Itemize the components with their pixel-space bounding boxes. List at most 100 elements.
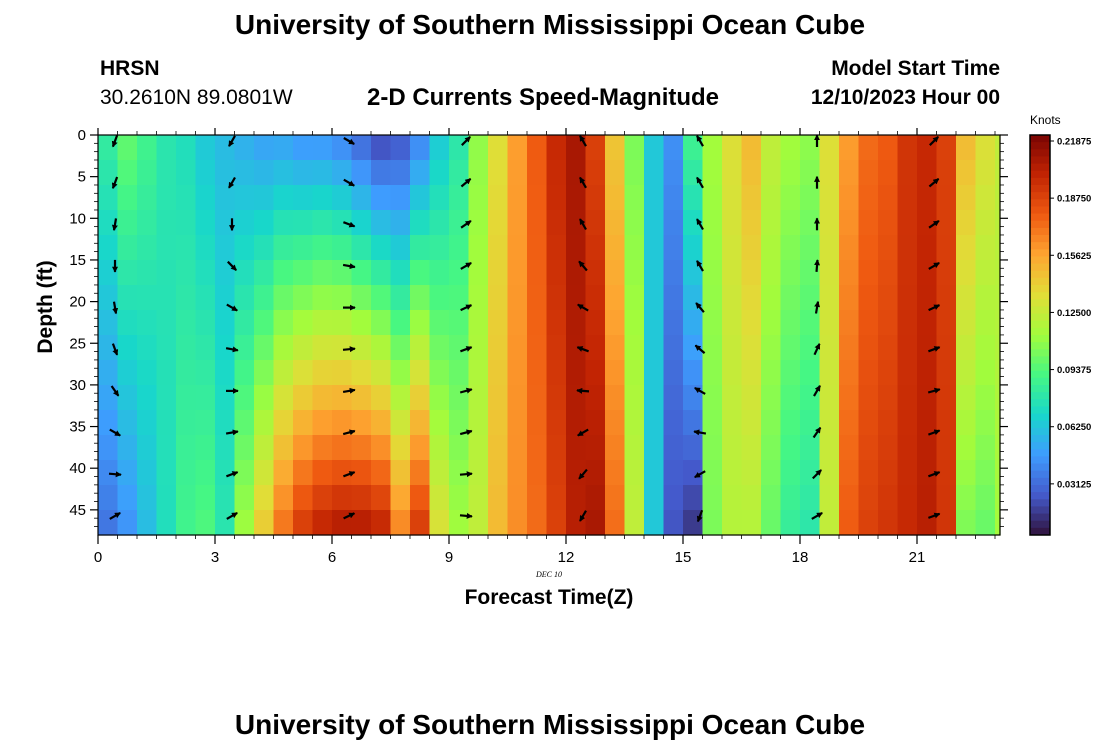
y-tick-label: 20 [69, 294, 86, 311]
colorbar-swatch [1030, 185, 1050, 193]
heat-cell [722, 185, 743, 211]
heat-cell [410, 160, 431, 186]
heat-cell [371, 185, 392, 211]
heat-cell [215, 485, 236, 511]
heat-cell [507, 410, 528, 436]
heat-cell [98, 285, 119, 311]
current-vector-arrow [814, 259, 821, 272]
heat-cell [585, 285, 606, 311]
heat-cell [956, 185, 977, 211]
heat-cell [683, 310, 704, 336]
heat-cell [507, 335, 528, 361]
current-vector-arrow [460, 177, 472, 188]
heat-cell [332, 185, 353, 211]
heat-cell [488, 435, 509, 461]
colorbar-tick-label: 0.21875 [1057, 137, 1092, 148]
heat-cell [98, 360, 119, 386]
heat-cell [585, 335, 606, 361]
heat-cell [936, 260, 957, 286]
heat-cell [176, 510, 197, 536]
current-vector-arrow [578, 468, 588, 480]
heat-cell [195, 460, 216, 486]
heat-cell [917, 460, 938, 486]
heat-cell [897, 185, 918, 211]
heat-cell [332, 410, 353, 436]
heat-cell [176, 160, 197, 186]
colorbar-swatch [1030, 192, 1050, 200]
heat-cell [507, 235, 528, 261]
heat-cell [956, 360, 977, 386]
heat-cell [312, 485, 333, 511]
heat-cell [917, 160, 938, 186]
current-vector-arrow [460, 261, 472, 270]
colorbar-swatch [1030, 327, 1050, 336]
heat-cell [137, 460, 158, 486]
heat-cell [488, 360, 509, 386]
heat-cell [722, 510, 743, 536]
current-vector-arrow [696, 260, 704, 272]
current-vector-arrow [228, 176, 236, 189]
y-tick-label: 45 [69, 502, 86, 519]
heat-cell [839, 460, 860, 486]
heat-cell [449, 235, 470, 261]
current-vector-arrow [928, 512, 941, 519]
current-vector-arrow [227, 260, 237, 271]
current-vector-arrow [927, 387, 941, 394]
heat-cell [429, 310, 450, 336]
heat-cell [839, 285, 860, 311]
colorbar-swatch [1030, 363, 1050, 372]
heat-cell [624, 285, 645, 311]
heat-cell [312, 135, 333, 161]
heat-cell [546, 335, 567, 361]
heat-cell [995, 185, 1001, 211]
x-axis-label: Forecast Time(Z) [465, 586, 634, 609]
y-axis-label: Depth (ft) [34, 260, 57, 353]
heat-cell [254, 160, 275, 186]
heat-cell [312, 310, 333, 336]
heat-cell [293, 435, 314, 461]
heat-cell [98, 410, 119, 436]
heat-cell [936, 285, 957, 311]
heat-cell [761, 160, 782, 186]
heat-cell [527, 485, 548, 511]
heat-cell [215, 385, 236, 411]
colorbar-tick-label: 0.03125 [1057, 479, 1092, 490]
current-vector-arrow [812, 469, 822, 480]
heat-cell [917, 485, 938, 511]
heat-cell [215, 510, 236, 536]
heat-cell [332, 310, 353, 336]
heat-cell [371, 135, 392, 161]
heat-cell [819, 410, 840, 436]
heat-cell [312, 385, 333, 411]
heat-cell [663, 160, 684, 186]
heat-cell [956, 135, 977, 161]
heat-cell [683, 385, 704, 411]
heat-cell [956, 485, 977, 511]
heat-cell [410, 435, 431, 461]
heat-cell [468, 285, 489, 311]
heat-cell [312, 410, 333, 436]
heat-cell [663, 210, 684, 236]
heat-cell [273, 260, 294, 286]
heat-cell [156, 310, 177, 336]
heat-cell [488, 135, 509, 161]
heat-cell [702, 310, 723, 336]
heat-cell [644, 235, 665, 261]
current-vector-arrow [928, 429, 941, 436]
heat-cell [449, 460, 470, 486]
heat-cell [644, 435, 665, 461]
heat-cell [429, 485, 450, 511]
heat-cell [995, 235, 1001, 261]
heat-cell [956, 435, 977, 461]
heat-cell [936, 435, 957, 461]
heat-cell [98, 385, 119, 411]
heat-cell [858, 510, 879, 536]
heat-cell [215, 160, 236, 186]
heat-cell [117, 335, 138, 361]
heat-cell [975, 160, 996, 186]
heat-cell [273, 235, 294, 261]
heat-cell [839, 335, 860, 361]
heat-cell [858, 260, 879, 286]
heat-cell [507, 310, 528, 336]
heat-cell [273, 485, 294, 511]
